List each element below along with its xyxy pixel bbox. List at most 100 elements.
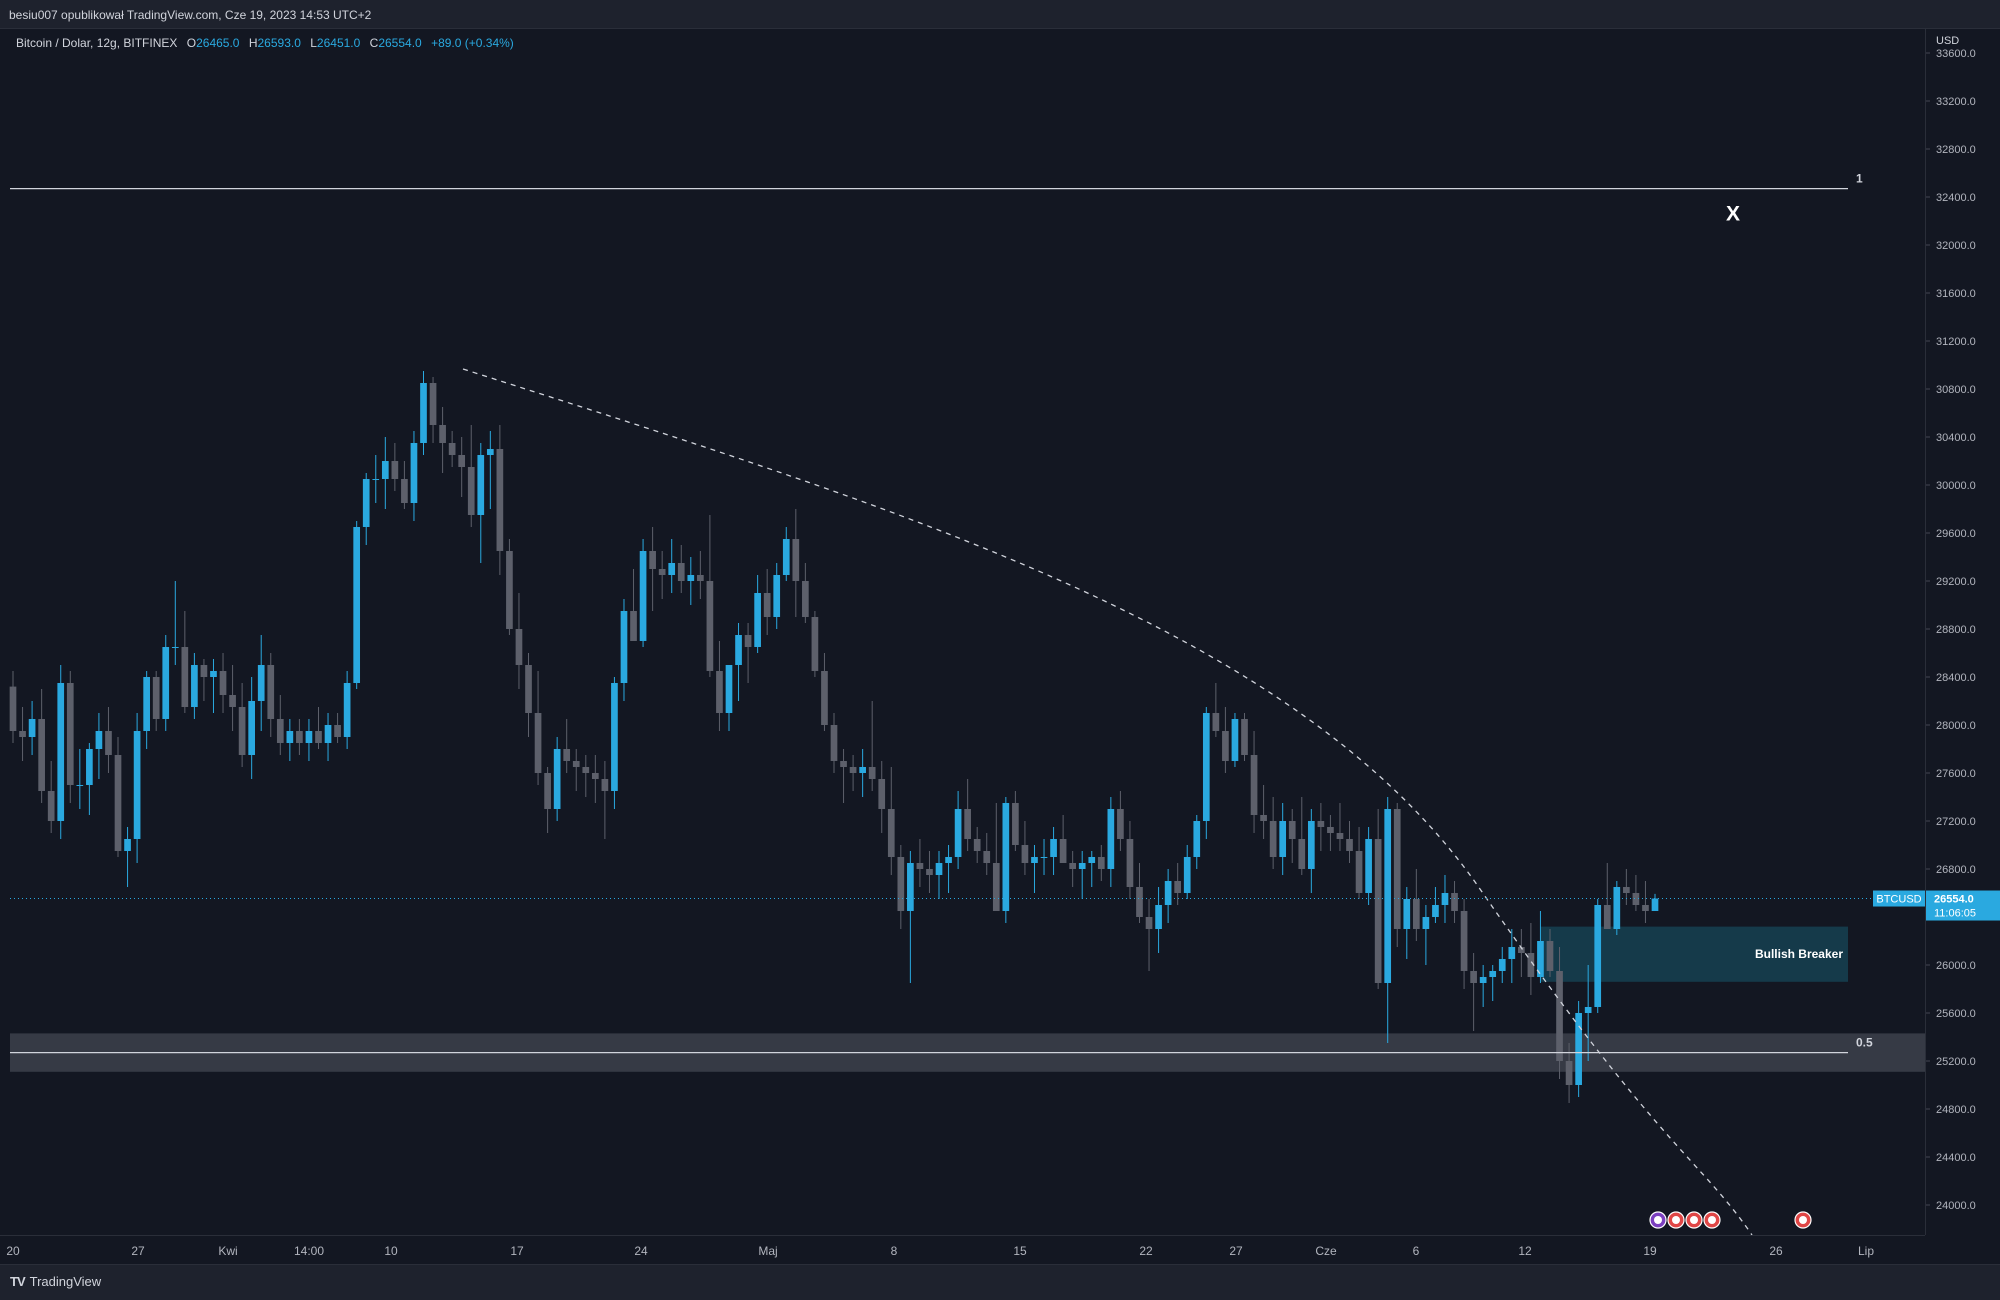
- candle: [964, 779, 971, 851]
- price-label: 28000.0: [1936, 720, 1976, 732]
- candle-body: [1393, 809, 1401, 929]
- price-label: 28400.0: [1936, 672, 1976, 684]
- candle: [1317, 803, 1325, 851]
- candle: [1021, 821, 1029, 875]
- candle-body: [1613, 887, 1621, 929]
- candle: [267, 653, 275, 737]
- candle: [334, 713, 341, 743]
- candle: [1489, 965, 1497, 1001]
- candle: [1241, 713, 1248, 761]
- candle: [859, 749, 866, 797]
- candle-body: [1346, 839, 1353, 851]
- candle-body: [1031, 857, 1038, 863]
- candle-body: [1508, 947, 1516, 959]
- candle-body: [1231, 719, 1239, 761]
- candle-body: [1565, 1061, 1573, 1085]
- candle-body: [773, 575, 781, 617]
- bullish-breaker-label: Bullish Breaker: [1755, 947, 1843, 961]
- candle-body: [286, 731, 294, 743]
- candle-body: [677, 563, 685, 581]
- candle-body: [887, 809, 895, 857]
- candle: [114, 737, 122, 857]
- candle-body: [506, 551, 513, 629]
- candle: [315, 707, 322, 749]
- candle-body: [324, 725, 332, 743]
- candle-body: [229, 695, 236, 707]
- time-label: Maj: [758, 1244, 777, 1258]
- candle-body: [1002, 803, 1010, 911]
- price-label: 31200.0: [1936, 336, 1976, 348]
- candle-body: [1365, 839, 1372, 893]
- candle-body: [897, 857, 905, 911]
- candle: [143, 671, 150, 749]
- candle-body: [296, 731, 303, 743]
- candle-body: [171, 647, 179, 648]
- candle-body: [849, 767, 857, 773]
- candle: [420, 371, 427, 455]
- time-label: Kwi: [218, 1244, 237, 1258]
- candle: [66, 671, 74, 803]
- candle: [1078, 851, 1086, 899]
- candle-body: [486, 449, 494, 455]
- candle: [1279, 803, 1287, 875]
- candle: [1260, 785, 1267, 839]
- currency-label: USD: [1936, 35, 1959, 47]
- candle: [105, 707, 112, 773]
- candle: [1212, 683, 1220, 737]
- candle: [1327, 815, 1334, 851]
- candle-body: [1155, 905, 1162, 929]
- candle-body: [754, 593, 761, 647]
- candle: [1479, 965, 1487, 1007]
- candle: [1393, 803, 1401, 947]
- candle-body: [1384, 809, 1392, 983]
- candle-body: [429, 383, 437, 425]
- candle-body: [1546, 941, 1554, 971]
- candle: [1527, 923, 1535, 995]
- price-label: 32800.0: [1936, 144, 1976, 156]
- candle: [1537, 911, 1544, 983]
- chart-area[interactable]: 1 0.5 X Bullish Breaker BTCUSD: [0, 29, 1925, 1235]
- event-icon-center: [1654, 1216, 1662, 1224]
- time-label: 17: [510, 1244, 524, 1258]
- candle: [1097, 845, 1105, 881]
- candle: [1470, 953, 1477, 1031]
- candlestick-chart[interactable]: 1 0.5 X Bullish Breaker BTCUSD: [0, 29, 1925, 1235]
- candle-body: [1537, 941, 1544, 977]
- tradingview-logo[interactable]: TV TradingView: [10, 1274, 101, 1289]
- event-icon-center: [1708, 1216, 1716, 1224]
- candle-body: [1460, 911, 1468, 971]
- price-label: 24400.0: [1936, 1152, 1976, 1164]
- candle: [534, 671, 542, 785]
- candle-body: [219, 671, 227, 695]
- publisher-text: besiu007 opublikował TradingView.com, Cz…: [9, 8, 372, 22]
- candle: [1050, 827, 1057, 875]
- candle-body: [1575, 1013, 1582, 1085]
- candle-body: [1250, 755, 1258, 815]
- symbol-name: Bitcoin / Dolar, 12g, BITFINEX: [16, 36, 178, 50]
- candle: [515, 593, 523, 689]
- candle: [1059, 815, 1067, 863]
- candle: [821, 653, 828, 731]
- candle: [1288, 809, 1296, 863]
- candle: [926, 851, 933, 893]
- candle-body: [458, 455, 466, 467]
- candle: [1202, 707, 1210, 839]
- price-axis[interactable]: USD 33600.0 33200.0 32800.0 32400.0 32000.0 31…: [1925, 29, 2000, 1235]
- time-axis-scale[interactable]: 20 27 Kwi 14:00 10 17 24 Maj 8 15 22 27 Cze 6 12 19 26 Li…: [0, 1236, 1925, 1265]
- candle: [152, 671, 160, 731]
- candle-body: [66, 683, 74, 785]
- candle: [324, 713, 332, 761]
- event-icon-center: [1799, 1216, 1807, 1224]
- candle: [1441, 875, 1449, 923]
- time-label: 15: [1013, 1244, 1027, 1258]
- candle: [1403, 887, 1411, 959]
- candle: [1250, 731, 1258, 833]
- candle-body: [611, 683, 618, 791]
- candle: [439, 407, 446, 473]
- time-axis[interactable]: 20 27 Kwi 14:00 10 17 24 Maj 8 15 22 27 Cze 6 12 19 26 Li…: [0, 1235, 1925, 1265]
- candle-body: [725, 665, 733, 713]
- candle-body: [591, 773, 599, 779]
- candle-body: [1623, 887, 1630, 893]
- candle: [162, 635, 170, 731]
